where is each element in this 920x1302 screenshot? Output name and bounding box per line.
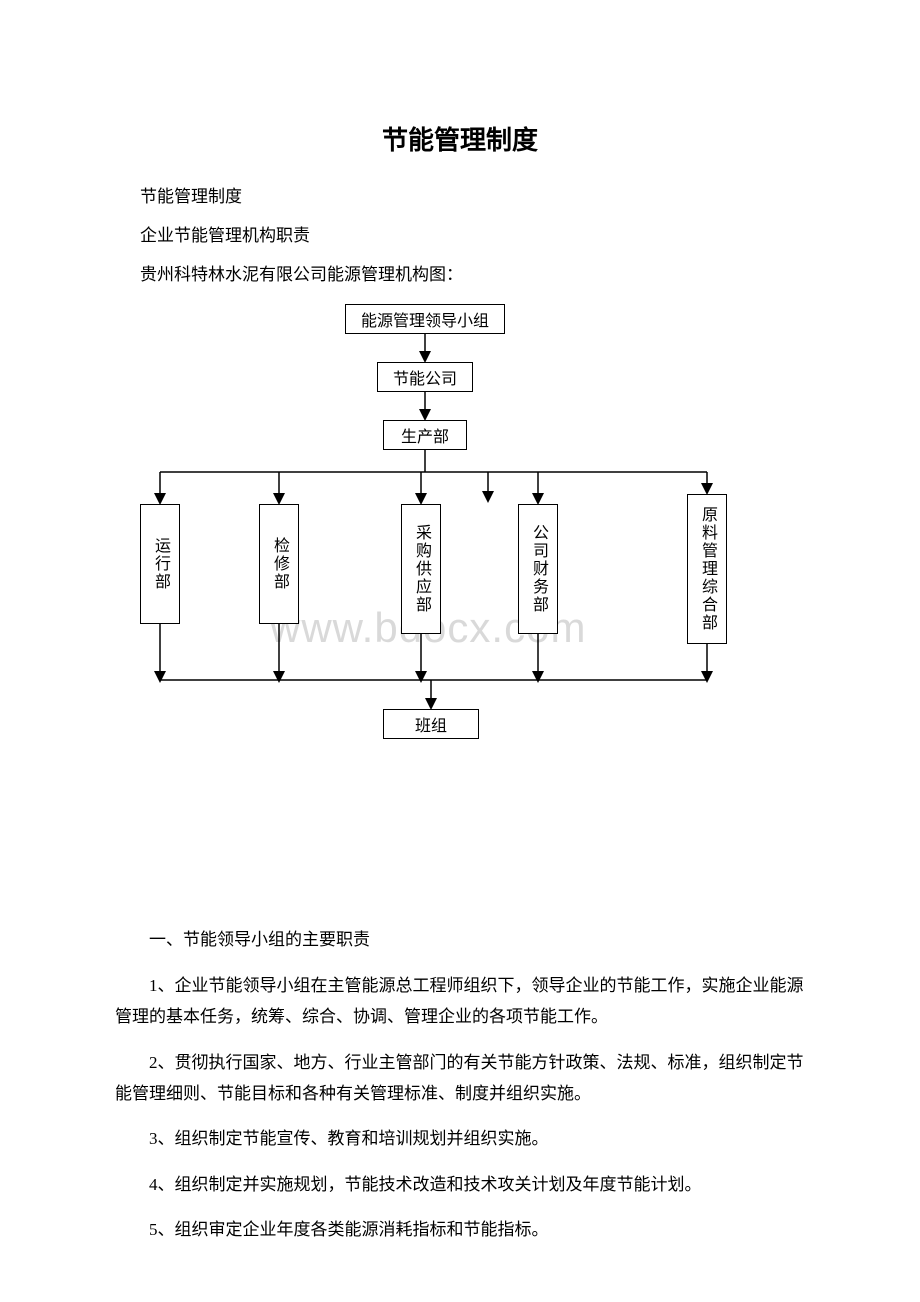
node-team: 班组	[383, 709, 479, 739]
paragraph-2: 2、贯彻执行国家、地方、行业主管部门的有关节能方针政策、法规、标准，组织制定节能…	[115, 1047, 815, 1110]
dept-3-label: 采购供应部	[409, 524, 433, 614]
node-top: 能源管理领导小组	[345, 304, 505, 334]
intro-line-2: 企业节能管理机构职责	[140, 216, 780, 255]
node-dept-5: 原料管理综合部	[687, 494, 727, 644]
paragraph-1: 1、企业节能领导小组在主管能源总工程师组织下，领导企业的节能工作，实施企业能源管…	[115, 970, 815, 1033]
intro-line-3: 贵州科特林水泥有限公司能源管理机构图：	[140, 255, 780, 294]
paragraph-4: 4、组织制定并实施规划，节能技术改造和技术攻关计划及年度节能计划。	[115, 1169, 815, 1200]
node-dept-3: 采购供应部	[401, 504, 441, 634]
node-dept-1: 运行部	[140, 504, 180, 624]
page-title: 节能管理制度	[0, 0, 920, 177]
section-body: 一、节能领导小组的主要职责 1、企业节能领导小组在主管能源总工程师组织下，领导企…	[0, 924, 920, 1246]
node-dept-2: 检修部	[259, 504, 299, 624]
intro-line-1: 节能管理制度	[140, 177, 780, 216]
node-dept-4: 公司财务部	[518, 504, 558, 634]
dept-5-label: 原料管理综合部	[695, 506, 719, 632]
intro-block: 节能管理制度 企业节能管理机构职责 贵州科特林水泥有限公司能源管理机构图：	[0, 177, 920, 294]
section-heading: 一、节能领导小组的主要职责	[115, 924, 815, 955]
dept-2-label: 检修部	[267, 537, 291, 591]
dept-1-label: 运行部	[148, 537, 172, 591]
dept-4-label: 公司财务部	[526, 524, 550, 614]
node-company: 节能公司	[377, 362, 473, 392]
org-chart: www.bdocx.com 能源管理领导小组 节能公	[140, 304, 780, 784]
paragraph-5: 5、组织审定企业年度各类能源消耗指标和节能指标。	[115, 1214, 815, 1245]
node-prod: 生产部	[383, 420, 467, 450]
paragraph-3: 3、组织制定节能宣传、教育和培训规划并组织实施。	[115, 1123, 815, 1154]
